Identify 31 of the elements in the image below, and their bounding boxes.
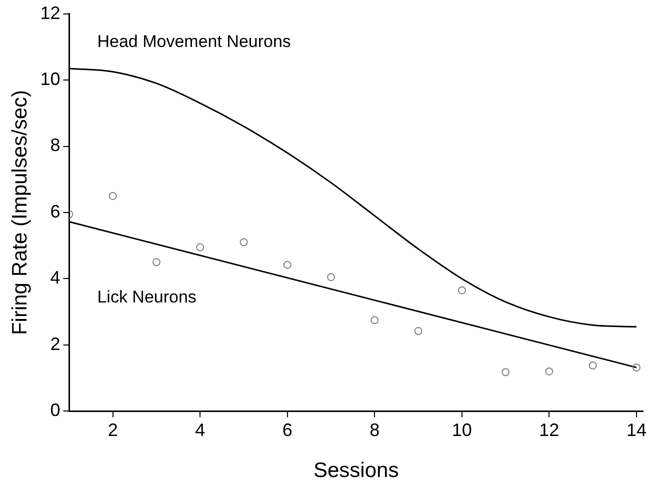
point	[458, 286, 466, 294]
point	[588, 362, 597, 370]
y-tick-label: 12	[40, 2, 60, 23]
y-tick-label: 8	[50, 135, 60, 156]
point	[414, 327, 422, 336]
point	[545, 367, 554, 376]
x-tick-label: 2	[108, 420, 118, 440]
y-tick-label: 0	[50, 400, 60, 420]
y-tick-label: 6	[50, 201, 60, 222]
point	[370, 316, 379, 324]
series-label: Lick Neurons	[97, 287, 196, 306]
x-axis-title: Sessions	[314, 459, 399, 482]
point	[152, 258, 160, 266]
x-tick-label: 8	[370, 420, 380, 440]
point	[502, 368, 510, 376]
point	[283, 260, 292, 269]
point	[108, 192, 117, 200]
x-tick-label: 4	[195, 420, 206, 440]
point	[327, 273, 336, 282]
y-tick-label: 2	[50, 334, 60, 354]
x-tick-label: 6	[282, 420, 292, 440]
point	[196, 243, 204, 252]
y-axis-title: Firing Rate (Impulses/sec)	[8, 90, 32, 336]
x-tick-label: 10	[452, 420, 472, 440]
series-label: Head Movement Neurons	[97, 32, 291, 52]
x-tick-label: 12	[539, 420, 560, 440]
point	[240, 238, 248, 246]
y-tick-label: 4	[50, 268, 60, 288]
x-tick-label: 14	[626, 420, 646, 440]
point	[632, 363, 640, 372]
y-tick-label: 10	[40, 69, 60, 89]
